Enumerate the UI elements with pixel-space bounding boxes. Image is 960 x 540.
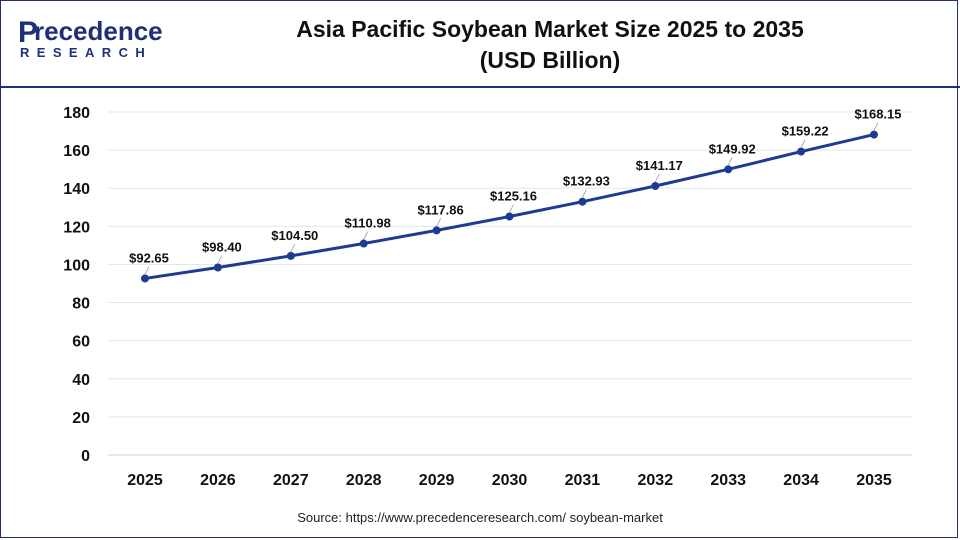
data-label: $117.86 xyxy=(417,202,463,217)
data-label-leader xyxy=(873,122,879,131)
data-label-leader xyxy=(290,243,296,253)
x-tick-label: 2026 xyxy=(200,472,236,489)
data-label-leader xyxy=(509,204,514,213)
chart-title: Asia Pacific Soybean Market Size 2025 to… xyxy=(250,14,850,76)
data-label-leader xyxy=(436,218,441,227)
header: P recedence RESEARCH Asia Pacific Soybea… xyxy=(0,0,960,86)
data-label: $159.22 xyxy=(782,124,829,139)
x-tick-label: 2025 xyxy=(127,472,163,489)
data-point xyxy=(432,226,441,235)
x-tick-label: 2033 xyxy=(710,472,746,489)
data-point xyxy=(651,181,660,190)
chart-title-line1: Asia Pacific Soybean Market Size 2025 to… xyxy=(296,16,804,42)
x-tick-label: 2035 xyxy=(856,472,892,489)
data-point xyxy=(213,263,222,272)
header-divider xyxy=(0,86,960,88)
data-label: $92.65 xyxy=(129,250,169,265)
brand-logo-initial: P xyxy=(18,16,39,49)
y-tick-label: 140 xyxy=(63,181,90,198)
gridlines xyxy=(108,111,912,418)
brand-logo-word: recedence xyxy=(34,16,163,46)
data-label-leader xyxy=(144,266,150,275)
x-tick-label: 2032 xyxy=(638,472,674,489)
data-label: $104.50 xyxy=(271,228,318,243)
brand-logo-subtitle: RESEARCH xyxy=(20,45,153,60)
x-axis-ticks: 2025 2026 2027 2028 2029 2030 2031 2032 2033 2034… xyxy=(127,472,892,489)
y-axis-ticks: 0 20 40 60 80 100 120 140 160 180 xyxy=(63,105,90,465)
y-tick-label: 160 xyxy=(63,143,90,160)
brand-logo: P recedence RESEARCH xyxy=(18,16,168,66)
x-tick-label: 2028 xyxy=(346,472,382,489)
data-label-leader xyxy=(363,231,369,240)
y-tick-label: 180 xyxy=(63,105,90,122)
data-label-leader xyxy=(582,189,587,198)
data-label: $149.92 xyxy=(709,141,756,156)
y-tick-label: 120 xyxy=(63,219,90,236)
y-tick-label: 40 xyxy=(72,372,90,389)
y-tick-label: 0 xyxy=(81,448,90,465)
data-point xyxy=(578,197,587,206)
data-point xyxy=(797,147,806,156)
source-note: Source: https://www.precedenceresearch.c… xyxy=(297,510,663,525)
x-tick-label: 2030 xyxy=(492,472,528,489)
data-label: $98.40 xyxy=(202,239,242,254)
data-point xyxy=(505,212,514,221)
x-tick-label: 2029 xyxy=(419,472,455,489)
data-point xyxy=(286,251,295,260)
data-label-leader xyxy=(217,255,223,264)
x-tick-label: 2031 xyxy=(565,472,601,489)
data-label: $132.93 xyxy=(563,174,610,189)
data-point xyxy=(141,274,149,283)
data-label-leader xyxy=(800,139,806,148)
series-line xyxy=(141,130,878,283)
data-label: $168.15 xyxy=(855,107,902,122)
series-path xyxy=(144,133,875,280)
data-label: $110.98 xyxy=(345,216,391,231)
y-tick-label: 20 xyxy=(72,410,90,427)
data-point xyxy=(359,239,368,248)
y-tick-label: 60 xyxy=(72,334,90,351)
data-labels: $92.65 $98.40 $104.50 $110.98 $117.86 $125.16… xyxy=(129,107,902,275)
data-label: $141.17 xyxy=(636,158,683,173)
data-point xyxy=(724,165,733,174)
x-tick-label: 2027 xyxy=(273,472,309,489)
x-tick-label: 2034 xyxy=(783,472,819,489)
data-point xyxy=(870,130,878,139)
y-tick-label: 80 xyxy=(72,296,90,313)
y-tick-label: 100 xyxy=(63,257,90,274)
data-label-leader xyxy=(727,157,733,166)
chart-title-line2: (USD Billion) xyxy=(479,47,621,73)
data-label-leader xyxy=(654,173,660,183)
data-label: $125.16 xyxy=(490,189,537,204)
